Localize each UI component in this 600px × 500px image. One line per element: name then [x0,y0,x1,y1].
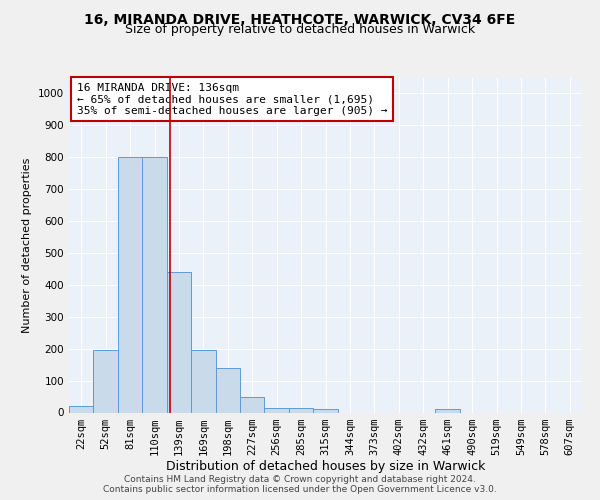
Bar [265,408,289,412]
Text: Contains public sector information licensed under the Open Government Licence v3: Contains public sector information licen… [103,485,497,494]
Bar [289,408,313,412]
Text: 16 MIRANDA DRIVE: 136sqm
← 65% of detached houses are smaller (1,695)
35% of sem: 16 MIRANDA DRIVE: 136sqm ← 65% of detach… [77,82,387,116]
Bar [167,272,191,412]
Bar [142,158,167,412]
Bar [240,396,265,412]
Bar [436,410,460,412]
Text: Contains HM Land Registry data © Crown copyright and database right 2024.: Contains HM Land Registry data © Crown c… [124,475,476,484]
Y-axis label: Number of detached properties: Number of detached properties [22,158,32,332]
Bar [94,350,118,412]
Text: Size of property relative to detached houses in Warwick: Size of property relative to detached ho… [125,24,475,36]
Bar [191,350,215,412]
Bar [69,406,94,412]
Bar [215,368,240,412]
Bar [313,410,338,412]
Bar [118,158,142,412]
X-axis label: Distribution of detached houses by size in Warwick: Distribution of detached houses by size … [166,460,485,473]
Text: 16, MIRANDA DRIVE, HEATHCOTE, WARWICK, CV34 6FE: 16, MIRANDA DRIVE, HEATHCOTE, WARWICK, C… [85,12,515,26]
